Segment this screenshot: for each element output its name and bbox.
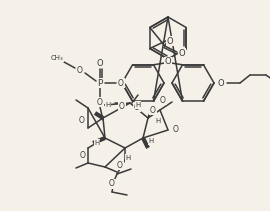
Text: CH₃: CH₃ [51,55,63,61]
Text: O: O [97,97,103,107]
Text: O: O [117,161,123,169]
Text: O: O [79,115,85,124]
Text: P: P [97,78,103,88]
Text: H: H [94,140,100,146]
Text: H: H [125,155,131,161]
Text: O: O [97,58,103,68]
Text: O: O [109,180,115,188]
Text: H: H [148,138,154,144]
Text: O: O [119,101,125,111]
Text: O: O [77,65,83,74]
Text: O: O [167,37,173,46]
Text: H: H [105,102,111,108]
Text: H: H [135,102,141,108]
Text: O: O [134,103,140,111]
Text: O: O [165,57,171,66]
Text: H: H [155,118,161,124]
Text: O: O [178,49,185,58]
Text: O: O [218,78,224,88]
Text: O: O [80,151,86,161]
Text: O: O [160,96,166,104]
Text: O: O [173,126,179,134]
Text: O: O [150,106,156,115]
Text: O: O [118,78,124,88]
